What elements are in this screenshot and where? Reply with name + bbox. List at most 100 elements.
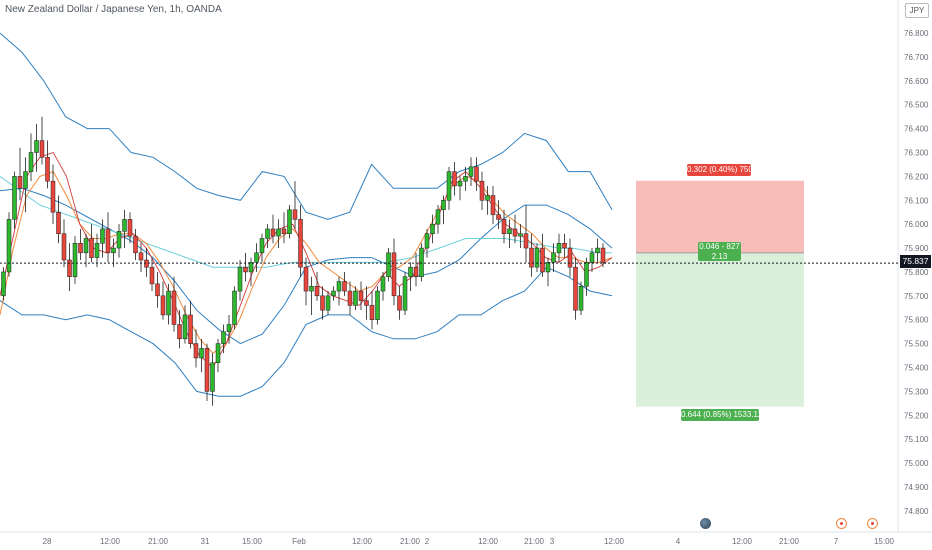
candle-body (446, 171, 452, 201)
candle-body (17, 176, 23, 189)
candle-body (562, 243, 567, 249)
time-tick-label: 12:00 (732, 537, 753, 546)
take-profit-label: 0.644 (0.85%) 1533.11 (681, 409, 762, 421)
candle-body (243, 266, 248, 273)
time-scale[interactable]: 28 12:00 21:00 31 15:00 Feb 12:00 21:00 2 12:00 21… (0, 531, 932, 546)
candle-body (386, 252, 391, 277)
price-tick-label: 75.900 (904, 244, 929, 253)
candle-body (512, 228, 518, 237)
candle-body (303, 266, 309, 292)
candle-body (127, 219, 133, 237)
candle-body (237, 266, 243, 292)
candle-body (122, 219, 127, 232)
candle-body (248, 262, 254, 273)
candle-body (287, 209, 292, 234)
price-tick-label: 76.100 (904, 196, 929, 205)
candle-body (83, 238, 89, 254)
candlestick-series (1, 116, 606, 406)
candle-body (215, 343, 221, 363)
ma-fast (0, 151, 613, 369)
candle-body (39, 140, 45, 158)
candle-body (430, 223, 435, 234)
candle-body (111, 247, 116, 254)
price-tick-label: 75.500 (904, 340, 929, 349)
candle-body (116, 231, 122, 249)
time-tick-label: 12:00 (478, 537, 499, 546)
time-tick-label: 2 (425, 537, 430, 546)
stop-loss-zone (636, 180, 804, 253)
time-tick-label: 31 (201, 537, 210, 546)
candle-body (221, 331, 226, 344)
price-tick-label: 75.800 (904, 268, 929, 277)
alert-icon[interactable] (836, 518, 847, 529)
symbol-title[interactable]: New Zealand Dollar / Japanese Yen, 1h, O… (5, 4, 222, 15)
candle-body (545, 262, 551, 273)
candle-body (391, 252, 397, 297)
current-price-badge: 75.837 (900, 255, 931, 268)
candle-body (331, 290, 336, 297)
price-tick-label: 75.400 (904, 364, 929, 373)
price-tick-label: 75.100 (904, 435, 929, 444)
price-tick-label: 76.300 (904, 149, 929, 158)
candle-body (188, 314, 193, 344)
candle-body (105, 228, 111, 254)
candle-body (490, 195, 496, 215)
candle-body (463, 176, 468, 182)
candle-body (584, 262, 589, 287)
candle-body (34, 140, 39, 153)
price-tick-label: 76.700 (904, 53, 929, 62)
candle-body (61, 233, 67, 261)
candle-body (232, 290, 237, 325)
candle-body (529, 247, 534, 268)
candle-body (94, 243, 100, 258)
bollinger-lower (0, 266, 613, 397)
candle-body (281, 228, 287, 234)
candle-body (353, 290, 358, 306)
currency-badge[interactable]: JPY (905, 3, 929, 18)
price-tick-label: 75.700 (904, 292, 929, 301)
candle-body (6, 219, 12, 273)
candle-body (551, 252, 556, 263)
candle-body (413, 266, 419, 277)
candle-body (358, 290, 364, 301)
candle-body (199, 348, 204, 359)
candle-body (265, 228, 270, 239)
time-tick-label: 4 (676, 537, 681, 546)
candle-body (12, 176, 17, 220)
price-tick-label: 75.600 (904, 316, 929, 325)
candle-body (314, 286, 320, 297)
candle-body (259, 238, 265, 254)
candle-body (342, 281, 347, 292)
entry-label: 0.046 - 827 2.13 (698, 242, 741, 261)
candle-body (204, 348, 210, 392)
candle-body (452, 171, 457, 187)
candle-body (155, 283, 160, 297)
position-zones[interactable] (636, 180, 804, 407)
time-tick-label: Feb (292, 537, 306, 546)
candle-body (193, 343, 199, 359)
candle-body (45, 157, 50, 182)
time-tick-label: 21:00 (400, 537, 421, 546)
candle-body (474, 166, 479, 182)
candle-body (100, 228, 105, 244)
candle-body (402, 276, 408, 311)
candle-body (364, 300, 369, 306)
candle-body (298, 219, 303, 268)
candle-body (397, 295, 402, 311)
alert-icon[interactable] (867, 518, 878, 529)
time-tick-label: 15:00 (242, 537, 263, 546)
time-tick-label: 21:00 (524, 537, 545, 546)
price-tick-label: 76.000 (904, 220, 929, 229)
price-tick-label: 75.300 (904, 387, 929, 396)
candle-body (534, 247, 540, 268)
candle-body (78, 243, 83, 254)
entry-label-line1: 0.046 - 827 (699, 242, 740, 251)
candle-body (507, 228, 512, 234)
candle-body (578, 286, 584, 311)
globe-icon[interactable] (700, 518, 711, 529)
candle-body (540, 247, 545, 273)
candle-body (479, 180, 485, 201)
time-tick-label: 7 (834, 537, 839, 546)
candle-body (457, 180, 463, 187)
